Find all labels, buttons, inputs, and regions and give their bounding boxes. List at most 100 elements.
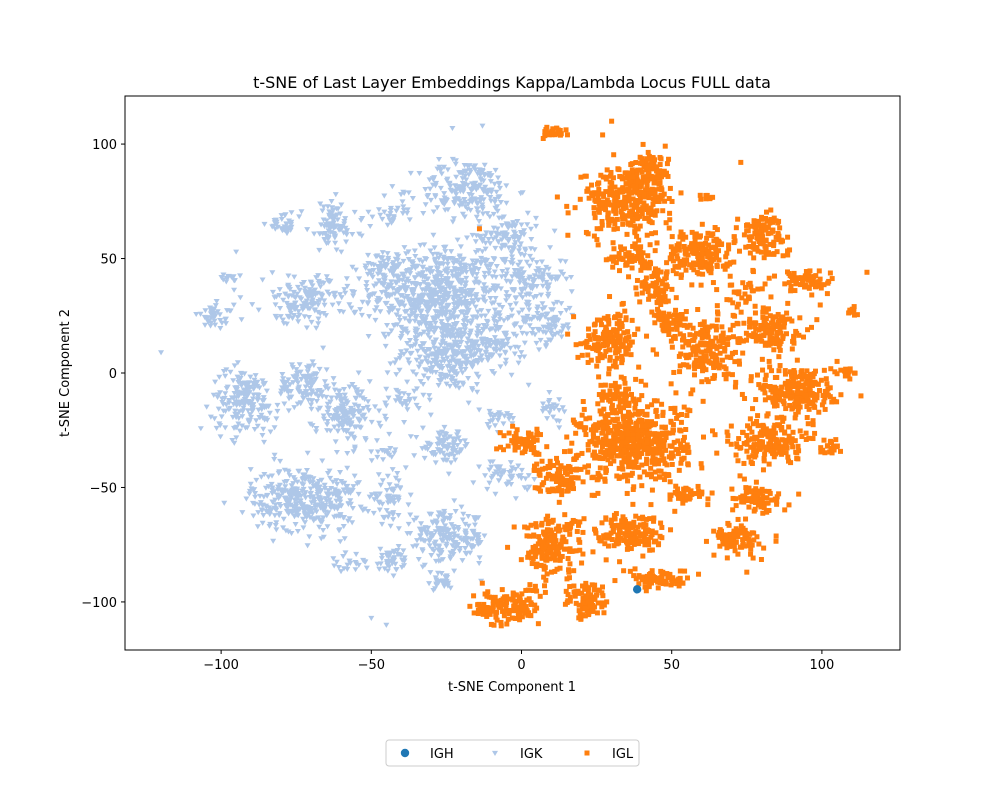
data-point-igk <box>479 249 486 255</box>
data-point-igk <box>458 504 465 510</box>
data-point-igl <box>567 448 573 454</box>
data-point-igk <box>416 257 423 263</box>
data-point-igl <box>686 364 692 370</box>
data-point-igk <box>349 289 356 295</box>
data-point-igl <box>616 465 622 471</box>
data-point-igk <box>447 550 454 556</box>
data-point-igk <box>369 214 376 220</box>
data-point-igl <box>585 447 591 453</box>
data-point-igk <box>307 494 314 501</box>
data-point-igk <box>413 515 420 521</box>
data-point-igk <box>517 325 524 331</box>
data-point-igk <box>261 471 268 478</box>
data-point-igk <box>405 279 412 285</box>
data-point-igk <box>426 294 433 300</box>
data-point-igl <box>613 190 619 196</box>
data-point-igk <box>296 214 303 220</box>
data-point-igk <box>388 303 395 309</box>
data-point-igk <box>284 313 291 319</box>
data-point-igk <box>428 535 435 541</box>
data-point-igk <box>319 389 326 395</box>
data-point-igk <box>444 536 451 543</box>
data-point-igk <box>383 417 390 423</box>
data-point-igk <box>454 450 461 456</box>
data-point-igk <box>534 310 541 317</box>
data-point-igl <box>608 169 614 175</box>
data-point-igk <box>490 211 497 217</box>
data-point-igk <box>294 495 301 501</box>
data-point-igk <box>487 295 494 302</box>
data-point-igk <box>251 427 258 433</box>
data-point-igl <box>654 431 660 437</box>
data-point-igk <box>373 254 380 260</box>
data-point-igk <box>495 411 502 417</box>
data-point-igk <box>274 224 281 230</box>
data-point-igk <box>333 449 340 456</box>
data-point-igl <box>777 397 783 403</box>
data-point-igl <box>705 334 711 340</box>
data-point-igl <box>680 236 686 242</box>
data-point-igk <box>229 437 236 444</box>
data-point-igl <box>620 413 626 419</box>
data-point-igl <box>606 189 612 195</box>
data-point-igk <box>307 279 314 285</box>
data-point-igk <box>437 168 444 174</box>
data-point-igl <box>692 233 698 239</box>
data-point-igk <box>429 519 436 525</box>
data-point-igk <box>568 274 575 281</box>
data-point-igk <box>460 511 467 517</box>
data-point-igl <box>692 372 698 378</box>
data-point-igl <box>740 350 746 356</box>
data-point-igk <box>519 295 526 301</box>
data-point-igk <box>311 231 318 237</box>
data-point-igk <box>314 502 321 508</box>
data-point-igl <box>606 420 612 426</box>
data-point-igl <box>693 351 699 357</box>
data-point-igk <box>284 497 291 503</box>
data-point-igk <box>383 487 390 494</box>
data-point-igl <box>700 398 706 404</box>
data-point-igl <box>732 359 738 365</box>
data-point-igk <box>524 222 531 228</box>
data-point-igk <box>538 259 545 265</box>
data-point-igk <box>472 180 479 186</box>
data-point-igk <box>453 192 460 198</box>
data-point-igk <box>453 544 460 550</box>
data-point-igk <box>297 498 304 504</box>
data-point-igk <box>221 500 228 506</box>
data-point-igk <box>440 434 447 440</box>
data-point-igk <box>298 303 305 309</box>
data-point-igl <box>621 330 627 336</box>
data-point-igl <box>607 179 613 185</box>
data-point-igl <box>667 210 673 216</box>
data-point-igl <box>598 226 604 232</box>
data-point-igk <box>319 208 326 214</box>
data-point-igk <box>381 449 388 455</box>
data-point-igk <box>421 562 428 568</box>
data-point-igk <box>332 492 339 499</box>
data-point-igk <box>461 331 468 337</box>
data-point-igl <box>565 210 571 216</box>
data-point-igk <box>405 357 412 363</box>
data-point-igl <box>699 379 705 385</box>
data-point-igk <box>285 302 292 308</box>
data-point-igk <box>410 297 417 303</box>
data-point-igk <box>304 450 311 456</box>
data-point-igk <box>527 226 534 232</box>
data-point-igk <box>307 491 314 497</box>
data-point-igl <box>678 428 684 434</box>
data-point-igk <box>435 558 442 564</box>
data-point-igk <box>483 188 490 194</box>
data-point-igk <box>490 256 497 262</box>
data-point-igk <box>421 526 428 532</box>
data-point-igk <box>467 328 474 334</box>
data-point-igl <box>793 398 799 404</box>
data-point-igl <box>683 247 689 253</box>
data-point-igk <box>269 289 276 295</box>
data-point-igl <box>600 200 606 206</box>
data-point-igk <box>486 408 493 414</box>
data-point-igl <box>648 450 654 456</box>
data-point-igk <box>420 292 427 298</box>
data-point-igl <box>760 367 766 373</box>
data-point-igk <box>290 312 297 319</box>
